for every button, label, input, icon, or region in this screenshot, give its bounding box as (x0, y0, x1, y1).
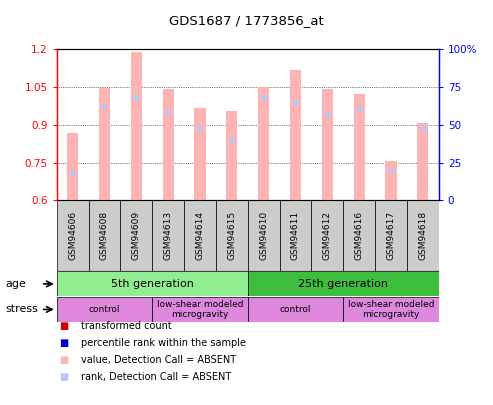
Bar (57, 200, 89, 271)
Text: GSM94606: GSM94606 (68, 211, 77, 260)
Text: GSM94608: GSM94608 (100, 211, 109, 260)
Text: GSM94614: GSM94614 (195, 211, 205, 260)
Bar (407, 200, 439, 271)
Bar (375, 200, 407, 271)
Point (101, 103, 108, 110)
Bar (417, 123, 428, 200)
Text: ■: ■ (59, 338, 69, 348)
Bar (343, 200, 375, 271)
Text: transformed count: transformed count (81, 321, 172, 331)
Bar (152, 200, 184, 271)
Text: 25th generation: 25th generation (298, 279, 388, 289)
Bar (386, 161, 396, 200)
Bar (152, 297, 247, 322)
Text: ■: ■ (59, 372, 69, 382)
Point (196, 124, 204, 131)
Bar (57, 297, 152, 322)
Bar (120, 200, 152, 271)
Bar (343, 297, 439, 322)
Text: age: age (5, 279, 26, 289)
Bar (290, 70, 301, 200)
Point (387, 167, 395, 173)
Bar (226, 111, 238, 200)
Bar (247, 271, 439, 296)
Point (69, 170, 76, 177)
Text: GSM94617: GSM94617 (387, 211, 395, 260)
Point (228, 136, 236, 143)
Point (291, 98, 299, 105)
Point (355, 106, 363, 113)
Bar (131, 52, 142, 200)
Text: control: control (280, 305, 311, 314)
Bar (99, 88, 110, 200)
Bar (312, 200, 343, 271)
Text: GSM94610: GSM94610 (259, 211, 268, 260)
Bar (247, 200, 280, 271)
Text: GSM94609: GSM94609 (132, 211, 141, 260)
Text: control: control (89, 305, 120, 314)
Bar (67, 133, 78, 200)
Text: GSM94618: GSM94618 (419, 211, 427, 260)
Bar (216, 200, 247, 271)
Text: GSM94616: GSM94616 (354, 211, 364, 260)
Text: stress: stress (5, 305, 38, 314)
Bar (89, 200, 120, 271)
Point (132, 94, 140, 100)
Point (260, 94, 268, 100)
Point (419, 124, 427, 131)
Bar (57, 271, 247, 296)
Bar (353, 94, 365, 200)
Bar (280, 200, 312, 271)
Text: ■: ■ (59, 355, 69, 365)
Text: GDS1687 / 1773856_at: GDS1687 / 1773856_at (169, 14, 324, 27)
Bar (184, 200, 216, 271)
Bar (247, 297, 343, 322)
Text: ■: ■ (59, 321, 69, 331)
Text: GSM94613: GSM94613 (164, 211, 173, 260)
Text: 5th generation: 5th generation (111, 279, 194, 289)
Text: percentile rank within the sample: percentile rank within the sample (81, 338, 246, 348)
Bar (194, 108, 206, 200)
Text: GSM94612: GSM94612 (323, 211, 332, 260)
Bar (322, 89, 333, 200)
Point (323, 111, 331, 117)
Bar (163, 89, 174, 200)
Text: GSM94615: GSM94615 (227, 211, 236, 260)
Text: low-shear modeled
microgravity: low-shear modeled microgravity (348, 300, 434, 319)
Text: value, Detection Call = ABSENT: value, Detection Call = ABSENT (81, 355, 237, 365)
Text: rank, Detection Call = ABSENT: rank, Detection Call = ABSENT (81, 372, 232, 382)
Text: GSM94611: GSM94611 (291, 211, 300, 260)
Point (164, 109, 172, 116)
Bar (258, 87, 269, 200)
Text: low-shear modeled
microgravity: low-shear modeled microgravity (157, 300, 243, 319)
